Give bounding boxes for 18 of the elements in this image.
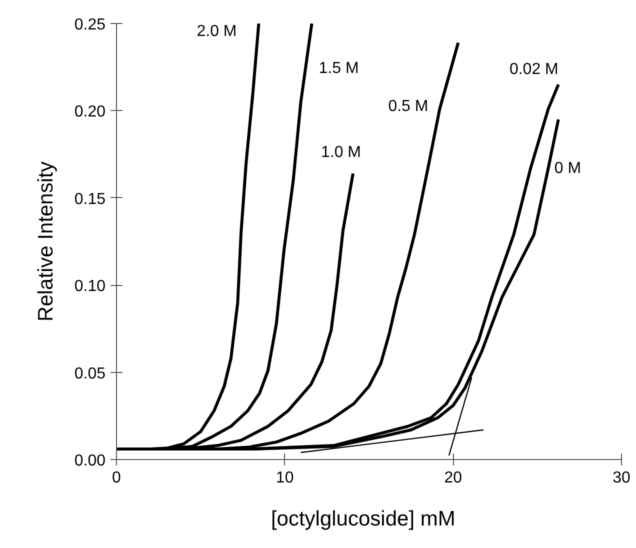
series-label: 0 M	[554, 160, 582, 177]
series-label: 1.0 M	[320, 144, 362, 161]
series-label: 0.5 M	[388, 98, 428, 116]
y-tick-label: 0.25	[74, 16, 106, 34]
x-axis-title: [octylglucoside] mM	[270, 508, 456, 530]
y-tick-label: 0.20	[74, 104, 106, 121]
x-tick-label: 30	[612, 470, 630, 486]
series-label: 2.0 M	[196, 23, 237, 40]
y-axis-title: Relative Intensity	[34, 161, 58, 322]
y-tick-label: 0.00	[74, 452, 106, 470]
x-tick-label: 0	[112, 470, 122, 486]
y-tick-label: 0.05	[74, 365, 106, 382]
series-label: 0.02 M	[509, 61, 558, 78]
series-label: 1.5 M	[318, 60, 359, 77]
x-tick-label: 10	[276, 470, 294, 486]
x-tick-label: 20	[444, 470, 462, 486]
y-tick-label: 0.15	[74, 190, 106, 208]
y-tick-label: 0.10	[74, 278, 106, 296]
